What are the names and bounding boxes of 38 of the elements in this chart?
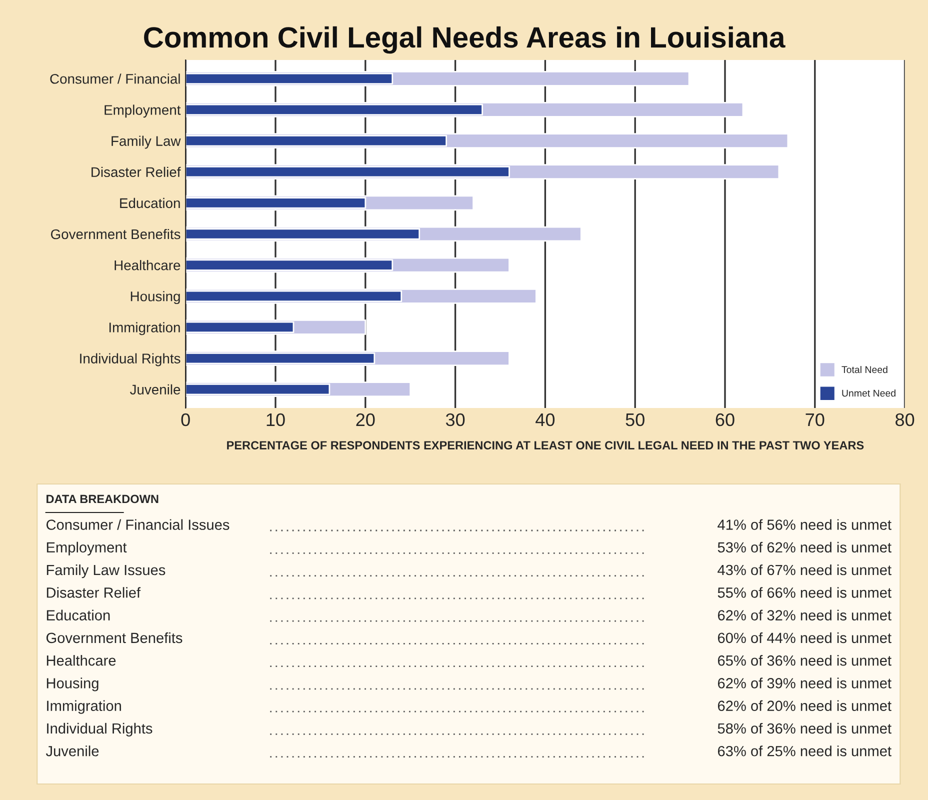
text: 62% of 32% need is unmet — [718, 610, 892, 620]
x-tick-label: 60 — [716, 413, 734, 426]
y-tick-label: Housing — [130, 291, 180, 304]
chart-title: Common Civil Legal Needs Areas in Louisiana — [144, 26, 786, 54]
x-tick-label: 20 — [356, 413, 375, 426]
text: Consumer / Financial Issues — [46, 519, 230, 530]
y-tick-label: Family Law — [112, 136, 181, 149]
text: 60% of 44% need is unmet — [718, 632, 892, 644]
text: 65% of 36% need is unmet — [718, 655, 892, 666]
y-tick-label: Education — [120, 198, 180, 208]
x-tick-label: 0 — [181, 413, 190, 426]
legend-label: Unmet Need — [842, 389, 896, 397]
text: 55% of 66% need is unmet — [718, 587, 892, 598]
text: 62% of 20% need is unmet — [718, 700, 892, 712]
text: 62% of 39% need is unmet — [718, 678, 892, 688]
y-tick-label: Disaster Relief — [92, 166, 181, 178]
y-tick-label: Individual Rights — [80, 353, 180, 366]
text: Family Law Issues — [46, 564, 166, 578]
text: 63% of 25% need is unmet — [718, 746, 892, 756]
x-tick-label: 50 — [626, 413, 644, 426]
x-tick-label: 40 — [536, 413, 555, 426]
y-tick-label: Immigration — [109, 322, 180, 336]
x-tick-label: 80 — [896, 413, 914, 426]
text: 43% of 67% need is unmet — [718, 564, 892, 576]
text: 58% of 36% need is unmet — [718, 722, 892, 734]
y-tick-label: Government Benefits — [50, 228, 180, 240]
x-tick-label: 10 — [266, 413, 285, 426]
y-tick-label: Juvenile — [130, 384, 180, 395]
x-axis-title: PERCENTAGE OF RESPONDENTS EXPERIENCING AT LEAST ONE CIVIL LEGAL NEED IN THE PAST TWO YEARS — [227, 441, 864, 450]
x-tick-label: 30 — [446, 413, 465, 426]
legend-label: Total Need — [842, 366, 888, 374]
y-tick-label: Consumer / Financial — [50, 74, 180, 84]
x-tick-label: 70 — [806, 413, 824, 426]
y-tick-label: Healthcare — [114, 260, 180, 270]
text: 41% of 56% need is unmet — [718, 519, 892, 530]
y-tick-label: Employment — [104, 104, 181, 118]
text: DATA BREAKDOWN — [46, 494, 158, 504]
text: 53% of 62% need is unmet — [718, 542, 892, 553]
